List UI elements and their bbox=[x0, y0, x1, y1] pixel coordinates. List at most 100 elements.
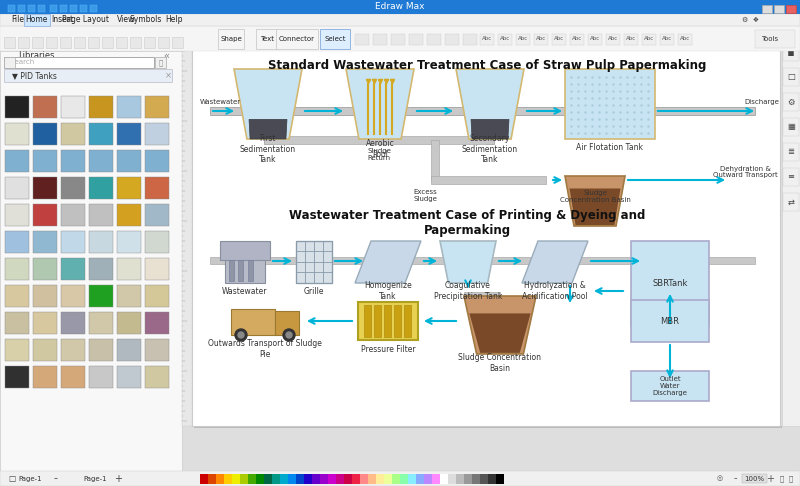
Bar bbox=[464, 292, 500, 300]
Bar bbox=[774, 5, 784, 13]
Bar bbox=[61, 177, 85, 199]
Bar bbox=[192, 39, 780, 426]
Bar bbox=[61, 339, 85, 361]
Text: First
Sedimentation
Tank: First Sedimentation Tank bbox=[240, 134, 296, 164]
Polygon shape bbox=[471, 120, 509, 139]
Bar bbox=[400, 474, 408, 484]
Bar bbox=[216, 474, 224, 484]
Bar bbox=[288, 474, 296, 484]
Bar bbox=[336, 474, 344, 484]
Text: Insert: Insert bbox=[51, 16, 73, 24]
Text: Abc: Abc bbox=[518, 36, 528, 41]
Bar bbox=[88, 37, 99, 48]
Bar bbox=[606, 34, 620, 45]
Bar bbox=[89, 231, 113, 253]
Bar bbox=[144, 37, 155, 48]
Bar bbox=[248, 474, 256, 484]
Text: Grille: Grille bbox=[304, 287, 324, 295]
Bar bbox=[496, 474, 504, 484]
Polygon shape bbox=[249, 120, 287, 139]
Bar bbox=[0, 471, 800, 486]
Bar bbox=[172, 37, 183, 48]
Bar bbox=[33, 177, 57, 199]
Text: Symbols: Symbols bbox=[130, 16, 162, 24]
Text: Hydrolyzation &
Acidification Pool: Hydrolyzation & Acidification Pool bbox=[522, 281, 588, 301]
Bar bbox=[5, 177, 29, 199]
Bar bbox=[80, 5, 87, 12]
Bar bbox=[33, 96, 57, 118]
Text: Abc: Abc bbox=[536, 36, 546, 41]
Bar bbox=[182, 16, 780, 29]
Text: Air Flotation Tank: Air Flotation Tank bbox=[577, 142, 643, 152]
Bar bbox=[70, 5, 77, 12]
Circle shape bbox=[238, 332, 244, 338]
Bar bbox=[61, 204, 85, 226]
Bar bbox=[158, 37, 169, 48]
Bar bbox=[117, 123, 141, 145]
Text: ⛶: ⛶ bbox=[780, 475, 784, 482]
Polygon shape bbox=[346, 69, 414, 139]
Bar bbox=[61, 366, 85, 388]
Bar bbox=[18, 5, 25, 12]
Text: Help: Help bbox=[166, 16, 182, 24]
Bar bbox=[275, 311, 299, 335]
Polygon shape bbox=[464, 296, 536, 354]
Circle shape bbox=[235, 329, 247, 341]
Bar bbox=[89, 258, 113, 280]
Bar bbox=[480, 474, 488, 484]
Bar bbox=[33, 366, 57, 388]
Polygon shape bbox=[522, 241, 588, 283]
Bar bbox=[145, 150, 169, 172]
Bar bbox=[0, 51, 182, 471]
Bar bbox=[280, 474, 288, 484]
Text: View: View bbox=[117, 16, 135, 24]
Bar bbox=[89, 150, 113, 172]
Bar bbox=[24, 14, 50, 26]
Bar bbox=[89, 96, 113, 118]
Bar bbox=[218, 29, 244, 49]
Text: Page-1: Page-1 bbox=[18, 475, 42, 482]
Bar bbox=[678, 34, 692, 45]
Text: File: File bbox=[11, 16, 25, 24]
Bar bbox=[320, 29, 350, 49]
Bar bbox=[5, 150, 29, 172]
Bar bbox=[194, 426, 782, 428]
Bar bbox=[248, 260, 253, 281]
Circle shape bbox=[283, 329, 295, 341]
Bar bbox=[432, 474, 440, 484]
Bar bbox=[264, 111, 272, 144]
Bar bbox=[5, 96, 29, 118]
Bar bbox=[431, 176, 546, 184]
Bar bbox=[225, 258, 265, 283]
Bar bbox=[480, 34, 494, 45]
Bar bbox=[642, 34, 656, 45]
Bar bbox=[61, 258, 85, 280]
Bar bbox=[130, 37, 141, 48]
Bar bbox=[416, 474, 424, 484]
Bar bbox=[61, 312, 85, 334]
Text: Abc: Abc bbox=[590, 36, 600, 41]
Bar bbox=[232, 474, 240, 484]
Text: Outwards Transport of Sludge
Pie: Outwards Transport of Sludge Pie bbox=[208, 339, 322, 359]
Polygon shape bbox=[565, 176, 625, 226]
Bar bbox=[384, 474, 392, 484]
Bar bbox=[783, 118, 799, 136]
Bar bbox=[440, 474, 448, 484]
Bar bbox=[240, 474, 248, 484]
Bar bbox=[60, 37, 71, 48]
Bar bbox=[394, 305, 401, 337]
Bar bbox=[264, 136, 494, 144]
Text: Homogenize
Tank: Homogenize Tank bbox=[364, 281, 412, 301]
Bar bbox=[368, 474, 376, 484]
Bar bbox=[89, 366, 113, 388]
Bar bbox=[364, 305, 371, 337]
Bar bbox=[116, 37, 127, 48]
Bar bbox=[360, 474, 368, 484]
Text: Water Treatment Pfd: Water Treatment Pfd bbox=[199, 19, 270, 25]
Text: Excess
Sludge: Excess Sludge bbox=[413, 190, 437, 203]
Bar bbox=[8, 5, 15, 12]
Bar bbox=[200, 474, 208, 484]
Bar bbox=[117, 96, 141, 118]
Text: Abc: Abc bbox=[644, 36, 654, 41]
Bar bbox=[296, 474, 304, 484]
